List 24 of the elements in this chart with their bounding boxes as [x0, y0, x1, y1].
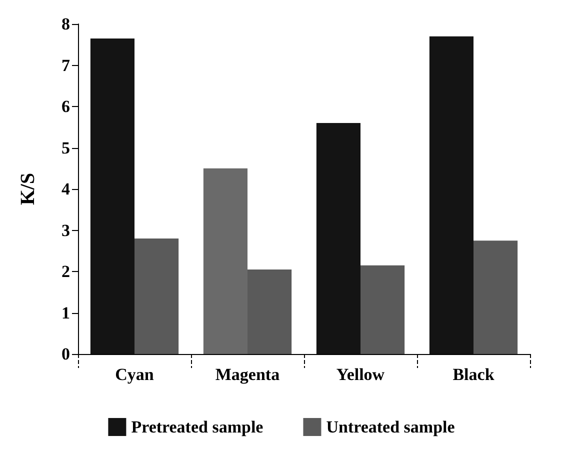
- legend-label: Untreated sample: [326, 418, 456, 436]
- y-tick-label: 1: [62, 303, 70, 322]
- y-tick-label: 8: [62, 14, 70, 34]
- x-tick-label: Yellow: [336, 365, 386, 384]
- y-tick-label: 0: [62, 344, 70, 364]
- bar: [134, 238, 179, 354]
- y-axis-title: K/S: [17, 172, 39, 206]
- x-tick-label: Cyan: [115, 365, 154, 384]
- bar: [316, 123, 360, 354]
- y-tick-label: 6: [62, 97, 70, 116]
- y-tick-label: 2: [62, 262, 70, 281]
- x-tick-label: Magenta: [215, 365, 280, 384]
- y-tick-label: 4: [62, 180, 70, 198]
- bar: [429, 36, 474, 354]
- y-tick-label: 5: [62, 138, 70, 158]
- y-tick-label: 7: [62, 56, 70, 75]
- bar: [474, 240, 518, 354]
- bar: [360, 265, 405, 354]
- bar: [248, 269, 292, 354]
- bar: [203, 168, 248, 354]
- x-tick-label: Black: [452, 365, 495, 384]
- legend-label: Pretreated sample: [131, 418, 264, 436]
- bar: [90, 38, 134, 354]
- y-tick-label: 3: [62, 220, 70, 240]
